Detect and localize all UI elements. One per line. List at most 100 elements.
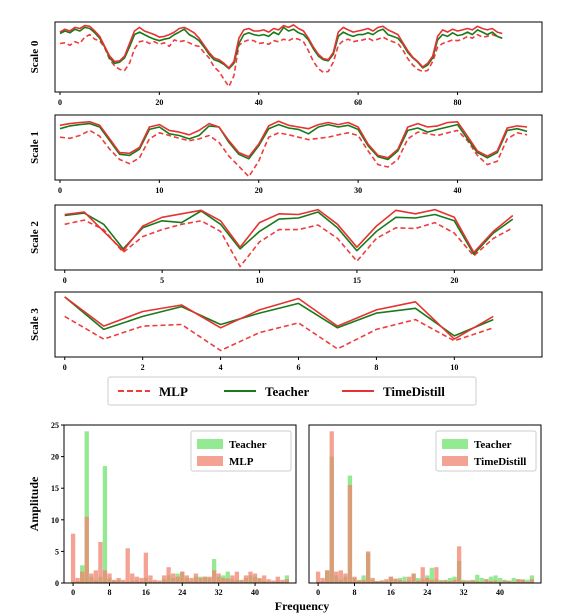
line-panel-3: 0 2 4 6 8 10 Scale 3 [29,291,543,372]
bar-mlp [202,576,208,583]
y-axis-label: Scale 1 [29,131,41,164]
line-panel-1: 0 10 20 30 40 Scale 1 [29,114,543,195]
bar-mlp [175,576,180,583]
bar-mlp [271,580,276,583]
series-teacher [64,296,494,337]
legend-timedistill-label: TimeDistill [383,384,445,399]
bar-mlp [89,573,94,583]
x-tick-label: 40 [454,186,462,195]
bar-timedistill [375,581,380,583]
legend-label-teacher: Teacher [229,439,267,451]
bar-mlp [189,577,194,583]
bar-teacher [525,579,530,583]
bar-timedistill [493,580,498,583]
bar-timedistill [438,581,444,583]
x-tick-label: 0 [58,98,62,107]
bar-mlp [111,579,117,583]
legend-label-teacher: Teacher [474,439,512,451]
bar-timedistill [384,579,389,583]
bar-timedistill [397,579,403,583]
series-mlp [59,33,503,88]
bar-timedistill [475,581,480,583]
bar-mlp [75,577,80,583]
y-axis-label: Scale 2 [29,221,41,254]
bar-mlp [171,573,176,583]
x-tick-label: 4 [219,363,223,372]
x-tick-label: 60 [354,98,362,107]
bar-timedistill [356,580,362,583]
bar-mlp [248,571,253,583]
bar-timedistill [352,576,357,583]
bar-mlp [193,573,199,583]
x-tick-label: 8 [352,588,356,597]
bar-timedistill [420,567,425,583]
plot-frame [54,21,543,93]
bar-timedistill [447,581,453,583]
legend-swatch-teacher [442,439,468,449]
x-tick-label: 24 [423,588,431,597]
bar-mlp [120,579,126,583]
y-axis-label: Scale 3 [29,308,41,341]
bar-mlp [184,575,189,583]
bar-mlp [252,573,258,583]
bar-timedistill [456,546,462,583]
x-tick-label: 40 [255,98,263,107]
bar-timedistill [388,576,394,583]
x-tick-label: 10 [256,276,264,285]
bar-timedistill [452,579,457,583]
x-tick-label: 0 [58,186,62,195]
bar-mlp [211,570,217,583]
x-tick-label: 16 [142,588,150,597]
x-tick-label: 5 [160,276,164,285]
x-tick-label: 40 [251,588,259,597]
plot-frame [54,204,543,271]
bar-mlp [262,575,267,583]
bar-mlp [221,577,226,583]
bar-mlp [98,541,103,583]
bar-timedistill [443,580,448,583]
bar-teacher [447,577,453,583]
x-tick-label: 30 [354,186,362,195]
bar-timedistill [511,581,516,583]
bar-teacher [84,431,89,583]
x-tick-label: 32 [215,588,223,597]
series-timedistill [64,208,514,254]
series-mlp [59,129,528,178]
bar-timedistill [347,485,353,583]
bar-teacher [225,571,230,583]
line-panel-0: 0 20 40 60 80 Scale 0 [29,21,543,107]
bar-mlp [70,533,76,583]
bar-mlp [257,577,262,583]
bar-timedistill [497,581,503,583]
plot-frame [63,424,297,584]
x-tick-label: 20 [450,276,458,285]
bar-timedistill [343,573,348,583]
bar-timedistill [338,570,343,583]
bar-timedistill [416,580,421,583]
bar-mlp [80,571,85,583]
bar-mlp [230,575,235,583]
bar-mlp [139,577,144,583]
bar-mlp [143,552,149,583]
bar-timedistill [379,580,384,583]
legend-swatch-mlp [197,456,223,466]
bar-mlp [225,578,230,583]
plot-frame [54,291,543,358]
y-tick-label: 15 [51,484,59,493]
legend-top: MLP Teacher TimeDistill [107,376,477,406]
x-tick-label: 16 [387,588,395,597]
bar-mlp [166,567,171,583]
y-tick-label: 5 [55,547,59,556]
y-tick-label: 25 [51,421,59,430]
bar-timedistill [529,579,535,583]
x-tick-label: 0 [71,588,75,597]
bar-mlp [134,576,139,583]
bar-timedistill [466,580,471,583]
bar-mlp [284,579,290,583]
bar-panel-0: 0 8 16 24 32 40 0 5 10 15 20 25 Amplitude Teacher MLP [27,421,297,597]
bar-timedistill [429,579,434,583]
y-tick-label: 0 [55,579,59,588]
x-tick-label: 8 [374,363,378,372]
x-tick-label: 0 [316,588,320,597]
